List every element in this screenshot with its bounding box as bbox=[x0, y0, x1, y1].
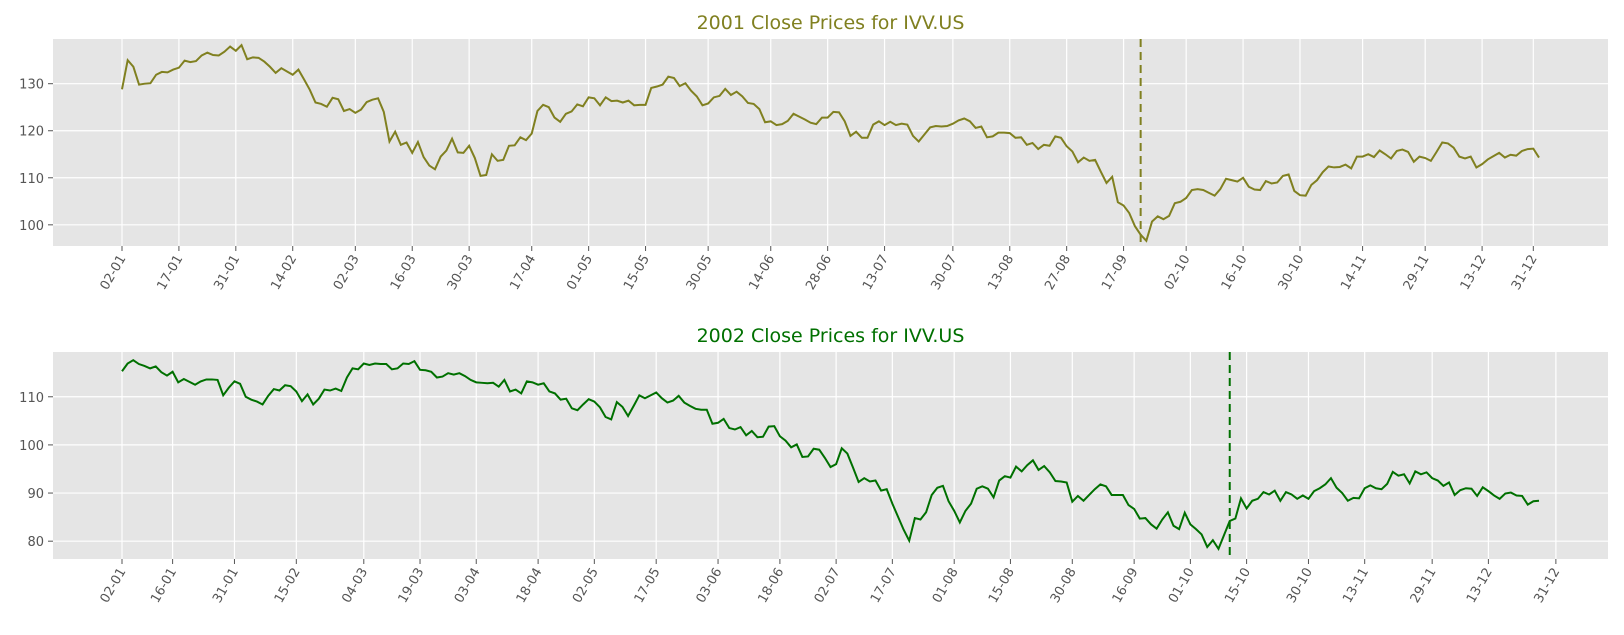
x-tick-label: 01-05 bbox=[564, 253, 596, 293]
x-tick-label: 30-10 bbox=[1276, 253, 1308, 293]
x-tick-label: 17-05 bbox=[632, 566, 664, 606]
x-tick-label: 15-10 bbox=[1222, 566, 1254, 606]
x-tick-label: 16-03 bbox=[388, 253, 420, 293]
x-tick-label: 13-08 bbox=[985, 253, 1017, 293]
y-tick-label: 120 bbox=[19, 125, 44, 140]
x-tick-label: 02-10 bbox=[1162, 253, 1194, 293]
x-tick-label: 31-12 bbox=[1509, 253, 1541, 293]
x-tick-label: 30-10 bbox=[1284, 566, 1316, 606]
plot-area-2001 bbox=[53, 39, 1608, 246]
x-tick-label: 04-03 bbox=[339, 566, 371, 606]
x-tick-label: 02-03 bbox=[331, 253, 363, 293]
chart-2001: 100 110 120 130 02-01 17-01 31-01 14-02 02-03 16-… bbox=[19, 12, 1608, 293]
x-tick-label: 31-01 bbox=[211, 252, 243, 292]
x-tick-label: 31-01 bbox=[210, 566, 242, 606]
x-tick-label: 13-12 bbox=[1458, 253, 1490, 293]
x-tick-label: 17-04 bbox=[507, 253, 539, 293]
x-tick-label: 30-05 bbox=[684, 253, 716, 293]
y-tick-label: 110 bbox=[19, 172, 44, 187]
x-tick-label: 02-05 bbox=[570, 566, 602, 606]
x-tick-label: 16-01 bbox=[148, 566, 180, 606]
x-tick-label: 15-08 bbox=[986, 566, 1018, 606]
y-tick-label: 100 bbox=[19, 219, 44, 234]
x-tick-label: 18-04 bbox=[514, 566, 546, 606]
y-tick-label: 90 bbox=[27, 487, 44, 502]
chart-title-2001: 2001 Close Prices for IVV.US bbox=[697, 12, 965, 34]
x-tick-label: 14-02 bbox=[268, 253, 300, 293]
x-tick-label: 03-04 bbox=[452, 566, 484, 606]
x-tick-label: 18-06 bbox=[755, 566, 787, 606]
x-tick-label: 13-11 bbox=[1340, 566, 1372, 606]
x-tick-label: 16-09 bbox=[1110, 566, 1142, 606]
y-tick-label: 130 bbox=[19, 78, 44, 93]
series-line-2002 bbox=[121, 358, 1540, 552]
y-tick-label: 80 bbox=[27, 535, 44, 550]
x-tick-label: 02-07 bbox=[812, 566, 844, 606]
series-line-2001 bbox=[121, 43, 1540, 243]
x-tick-label: 14-06 bbox=[746, 253, 778, 293]
x-tick-label: 15-05 bbox=[621, 253, 653, 293]
x-tick-label: 19-03 bbox=[396, 566, 428, 606]
x-tick-label: 30-03 bbox=[445, 253, 477, 293]
x-tick-label: 02-01 bbox=[98, 253, 130, 293]
x-tick-label: 30-07 bbox=[928, 253, 960, 293]
x-tick-label: 29-11 bbox=[1408, 566, 1440, 606]
x-tick-label: 01-08 bbox=[930, 566, 962, 606]
x-tick-label: 13-07 bbox=[860, 253, 892, 293]
x-tick-label: 30-08 bbox=[1048, 566, 1080, 606]
x-tick-label: 17-09 bbox=[1099, 253, 1131, 293]
x-tick-label: 13-12 bbox=[1464, 566, 1496, 606]
x-tick-label: 03-06 bbox=[694, 566, 726, 606]
x-tick-label: 01-10 bbox=[1166, 566, 1198, 606]
chart-title-2002: 2002 Close Prices for IVV.US bbox=[697, 325, 965, 347]
x-tick-label: 17-07 bbox=[868, 566, 900, 606]
x-tick-label: 27-08 bbox=[1042, 253, 1074, 293]
x-tick-label: 02-01 bbox=[98, 566, 130, 606]
x-tick-label: 15-02 bbox=[272, 566, 304, 606]
x-tick-label: 29-11 bbox=[1401, 253, 1433, 293]
x-tick-label: 16-10 bbox=[1219, 253, 1251, 293]
x-tick-label: 17-01 bbox=[154, 253, 186, 293]
chart-2002: 80 90 100 110 02-01 16-01 31-01 15-02 04-03 19-03… bbox=[19, 325, 1608, 606]
y-tick-label: 100 bbox=[19, 439, 44, 454]
x-tick-label: 31-12 bbox=[1531, 566, 1563, 606]
y-tick-label: 110 bbox=[19, 391, 44, 406]
plot-area-2002 bbox=[53, 352, 1608, 559]
x-tick-label: 14-11 bbox=[1338, 253, 1370, 293]
x-tick-label: 28-06 bbox=[803, 253, 835, 293]
